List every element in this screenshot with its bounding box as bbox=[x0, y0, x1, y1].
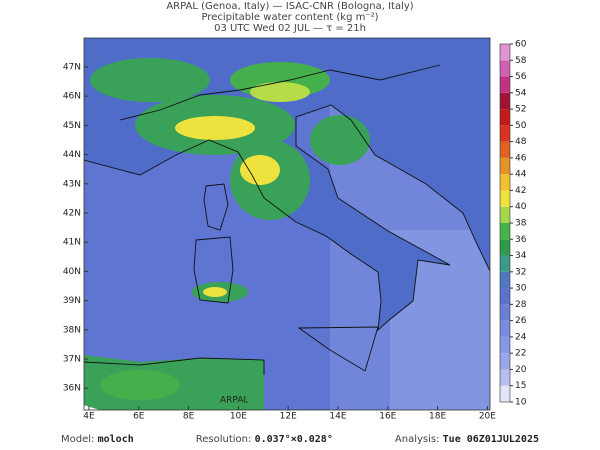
colorbar-segment bbox=[500, 239, 510, 256]
lat-label: 40N bbox=[63, 267, 81, 277]
colorbar-label: 22 bbox=[515, 349, 526, 359]
colorbar-segment bbox=[500, 44, 510, 61]
colorbar-segment bbox=[500, 320, 510, 337]
colorbar-label: 30 bbox=[515, 284, 527, 294]
colorbar-label: 50 bbox=[515, 121, 527, 131]
field-blob bbox=[310, 115, 370, 165]
colorbar-segment bbox=[500, 109, 510, 126]
colorbar-label: 60 bbox=[515, 40, 527, 50]
colorbar-segment bbox=[500, 60, 510, 77]
lat-label: 47N bbox=[63, 63, 81, 73]
colorbar-segment bbox=[500, 190, 510, 207]
label: Model: bbox=[61, 434, 95, 445]
colorbar-segment bbox=[500, 174, 510, 191]
colorbar-segment bbox=[500, 369, 510, 386]
field-blob bbox=[90, 58, 210, 102]
value: 0.037°×0.028° bbox=[254, 434, 333, 445]
lon-label: 10E bbox=[230, 412, 247, 422]
footer: Model: moloch Resolution: 0.037°×0.028° … bbox=[0, 434, 600, 445]
colorbar-label: 56 bbox=[515, 72, 527, 82]
lat-label: 44N bbox=[63, 150, 81, 160]
colorbar-segment bbox=[500, 385, 510, 402]
lat-label: 39N bbox=[63, 296, 81, 306]
lon-label: 8E bbox=[183, 412, 195, 422]
map-figure: ARPAL (Genoa, Italy) — ISAC-CNR (Bologna… bbox=[63, 1, 527, 422]
lon-label: 16E bbox=[379, 412, 396, 422]
header-line: ARPAL (Genoa, Italy) — ISAC-CNR (Bologna… bbox=[166, 1, 413, 12]
colorbar-label: 42 bbox=[515, 186, 526, 196]
field-blob bbox=[240, 155, 280, 185]
colorbar-segment bbox=[500, 92, 510, 110]
colorbar-segment bbox=[500, 206, 510, 223]
lat-label: 42N bbox=[63, 209, 81, 219]
lat-label: 45N bbox=[63, 121, 81, 131]
field-blob bbox=[175, 116, 255, 140]
colorbar-segment bbox=[500, 304, 510, 321]
colorbar-label: 46 bbox=[515, 153, 527, 163]
colorbar-label: 34 bbox=[515, 251, 527, 261]
lat-label: 46N bbox=[63, 92, 81, 102]
field-blob bbox=[100, 370, 180, 400]
colorbar-segment bbox=[500, 271, 510, 289]
lon-label: 6E bbox=[133, 412, 145, 422]
colorbar-segment bbox=[500, 141, 510, 158]
colorbar-segment bbox=[500, 223, 510, 240]
colorbar-label: 26 bbox=[515, 316, 527, 326]
coastlines bbox=[84, 64, 490, 375]
lat-label: 38N bbox=[63, 325, 81, 335]
lon-label: 18E bbox=[429, 412, 446, 422]
label: Analysis: bbox=[394, 434, 440, 445]
colorbar-label: 38 bbox=[515, 219, 527, 229]
lat-label: 43N bbox=[63, 179, 81, 189]
colorbar-label: 36 bbox=[515, 235, 527, 245]
map-field bbox=[84, 38, 490, 410]
lat-label: 37N bbox=[63, 355, 81, 365]
field-blob bbox=[250, 82, 310, 102]
map-frame bbox=[83, 37, 491, 411]
lat-label: 36N bbox=[63, 384, 81, 394]
colorbar-segment bbox=[500, 353, 510, 370]
model-info: Model: moloch bbox=[61, 434, 134, 445]
colorbar-label: 40 bbox=[515, 202, 527, 212]
colorbar-label: 15 bbox=[515, 381, 526, 391]
watermark: ARPAL bbox=[220, 396, 248, 406]
colorbar-label: 10 bbox=[515, 398, 527, 408]
colorbar-segment bbox=[500, 336, 510, 354]
colorbar-label: 54 bbox=[515, 88, 527, 98]
resolution-info: Resolution: 0.037°×0.028° bbox=[196, 434, 333, 445]
lat-label: 41N bbox=[63, 238, 81, 248]
colorbar-segment bbox=[500, 125, 510, 142]
colorbar-label: 32 bbox=[515, 267, 526, 277]
colorbar-label: 48 bbox=[515, 137, 527, 147]
colorbar-label: 58 bbox=[515, 56, 527, 66]
analysis-info: Analysis: Tue 06Z01JUL2025 bbox=[395, 434, 539, 445]
colorbar-segment bbox=[500, 76, 510, 93]
lon-label: 20E bbox=[479, 412, 496, 422]
colorbar-label: 24 bbox=[515, 332, 527, 342]
colorbar-segment bbox=[500, 157, 510, 175]
colorbar-label: 20 bbox=[515, 365, 527, 375]
lon-label: 12E bbox=[280, 412, 297, 422]
field-blob bbox=[203, 287, 227, 297]
label: Resolution: bbox=[195, 434, 252, 445]
colorbar-segment bbox=[500, 288, 510, 305]
colorbar-segment bbox=[500, 255, 510, 272]
lon-label: 14E bbox=[329, 412, 346, 422]
colorbar-label: 28 bbox=[515, 300, 527, 310]
header-line: 03 UTC Wed 02 JUL — τ = 21h bbox=[214, 23, 366, 34]
colorbar-label: 52 bbox=[515, 105, 526, 115]
value: Tue 06Z01JUL2025 bbox=[442, 434, 539, 445]
header-line: Precipitable water content (kg m⁻²) bbox=[201, 12, 378, 23]
lon-label: 4E bbox=[83, 412, 95, 422]
value: moloch bbox=[97, 434, 134, 445]
colorbar-label: 44 bbox=[515, 170, 527, 180]
